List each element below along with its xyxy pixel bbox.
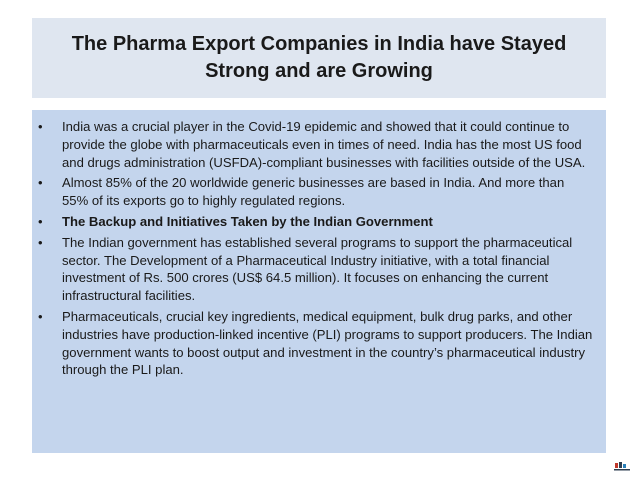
bullet-text: India was a crucial player in the Covid-… (62, 119, 586, 170)
bullet-item-heading: • The Backup and Initiatives Taken by th… (32, 213, 594, 231)
company-logo-icon (614, 462, 630, 471)
bullet-list: • India was a crucial player in the Covi… (32, 118, 594, 379)
slide-title: The Pharma Export Companies in India hav… (71, 33, 567, 82)
bullet-heading-text: The Backup and Initiatives Taken by the … (62, 213, 433, 229)
bullet-item: • Pharmaceuticals, crucial key ingredien… (32, 308, 594, 379)
bullet-icon: • (38, 308, 43, 324)
bullet-item: • Almost 85% of the 20 worldwide generic… (32, 174, 594, 210)
bullet-text: The Indian government has established se… (62, 234, 573, 304)
bullet-icon: • (38, 213, 43, 229)
bullet-icon: • (38, 175, 43, 191)
title-box: The Pharma Export Companies in India hav… (32, 18, 606, 98)
content-box: • India was a crucial player in the Covi… (32, 110, 606, 453)
bullet-icon: • (38, 234, 43, 250)
bullet-item: • The Indian government has established … (32, 234, 594, 305)
bullet-text: Almost 85% of the 20 worldwide generic b… (62, 175, 565, 209)
bullet-icon: • (38, 119, 43, 134)
bullet-text: Pharmaceuticals, crucial key ingredients… (62, 308, 593, 378)
bullet-item: • India was a crucial player in the Covi… (32, 118, 594, 171)
